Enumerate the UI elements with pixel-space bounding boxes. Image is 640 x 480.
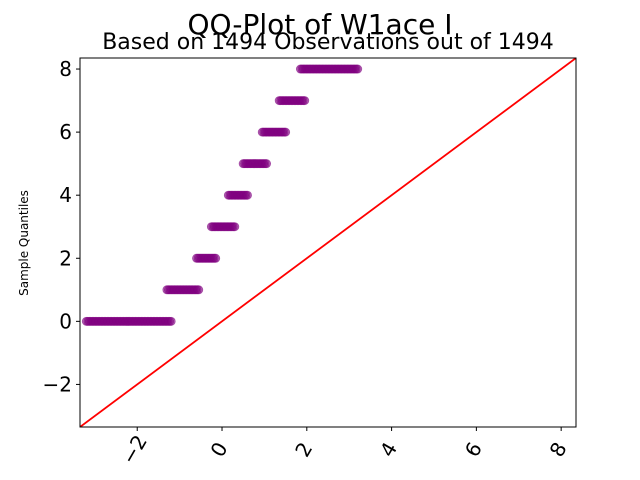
scatter-point — [230, 222, 240, 232]
scatter-point — [211, 253, 221, 263]
scatter-points — [81, 64, 363, 326]
x-tick-label: 6 — [460, 438, 487, 461]
reference-line-group — [80, 58, 576, 427]
y-tick-label: 6 — [59, 120, 72, 144]
scatter-point — [194, 285, 204, 295]
x-tick-label: 4 — [375, 438, 402, 461]
scatter-point — [262, 159, 272, 169]
y-tick-label: 8 — [59, 57, 72, 81]
y-tick-label: 0 — [59, 309, 72, 333]
x-tick-label: 8 — [545, 438, 572, 461]
y-tick-label: −2 — [43, 372, 72, 396]
plot-frame — [79, 57, 577, 428]
x-tick-label: 2 — [290, 438, 317, 461]
y-tick-label: 4 — [59, 183, 72, 207]
x-tick-label: −2 — [116, 431, 152, 469]
y-axis-label: Sample Quantiles — [17, 190, 31, 296]
x-axis-ticks: −2 0 2 4 6 8 — [116, 427, 572, 469]
y-tick-label: 2 — [59, 246, 72, 270]
scatter-point — [242, 190, 252, 200]
scatter-point — [300, 96, 310, 106]
reference-line — [80, 58, 576, 427]
scatter-point — [353, 64, 363, 74]
x-tick-label: 0 — [205, 438, 232, 461]
scatter-point — [166, 316, 176, 326]
chart-subtitle: Based on 1494 Observations out of 1494 — [102, 30, 554, 55]
y-axis-ticks: −2 0 2 4 6 8 — [43, 57, 80, 396]
chart-title: QQ-Plot of W1ace I — [188, 8, 453, 41]
scatter-point — [281, 127, 291, 137]
